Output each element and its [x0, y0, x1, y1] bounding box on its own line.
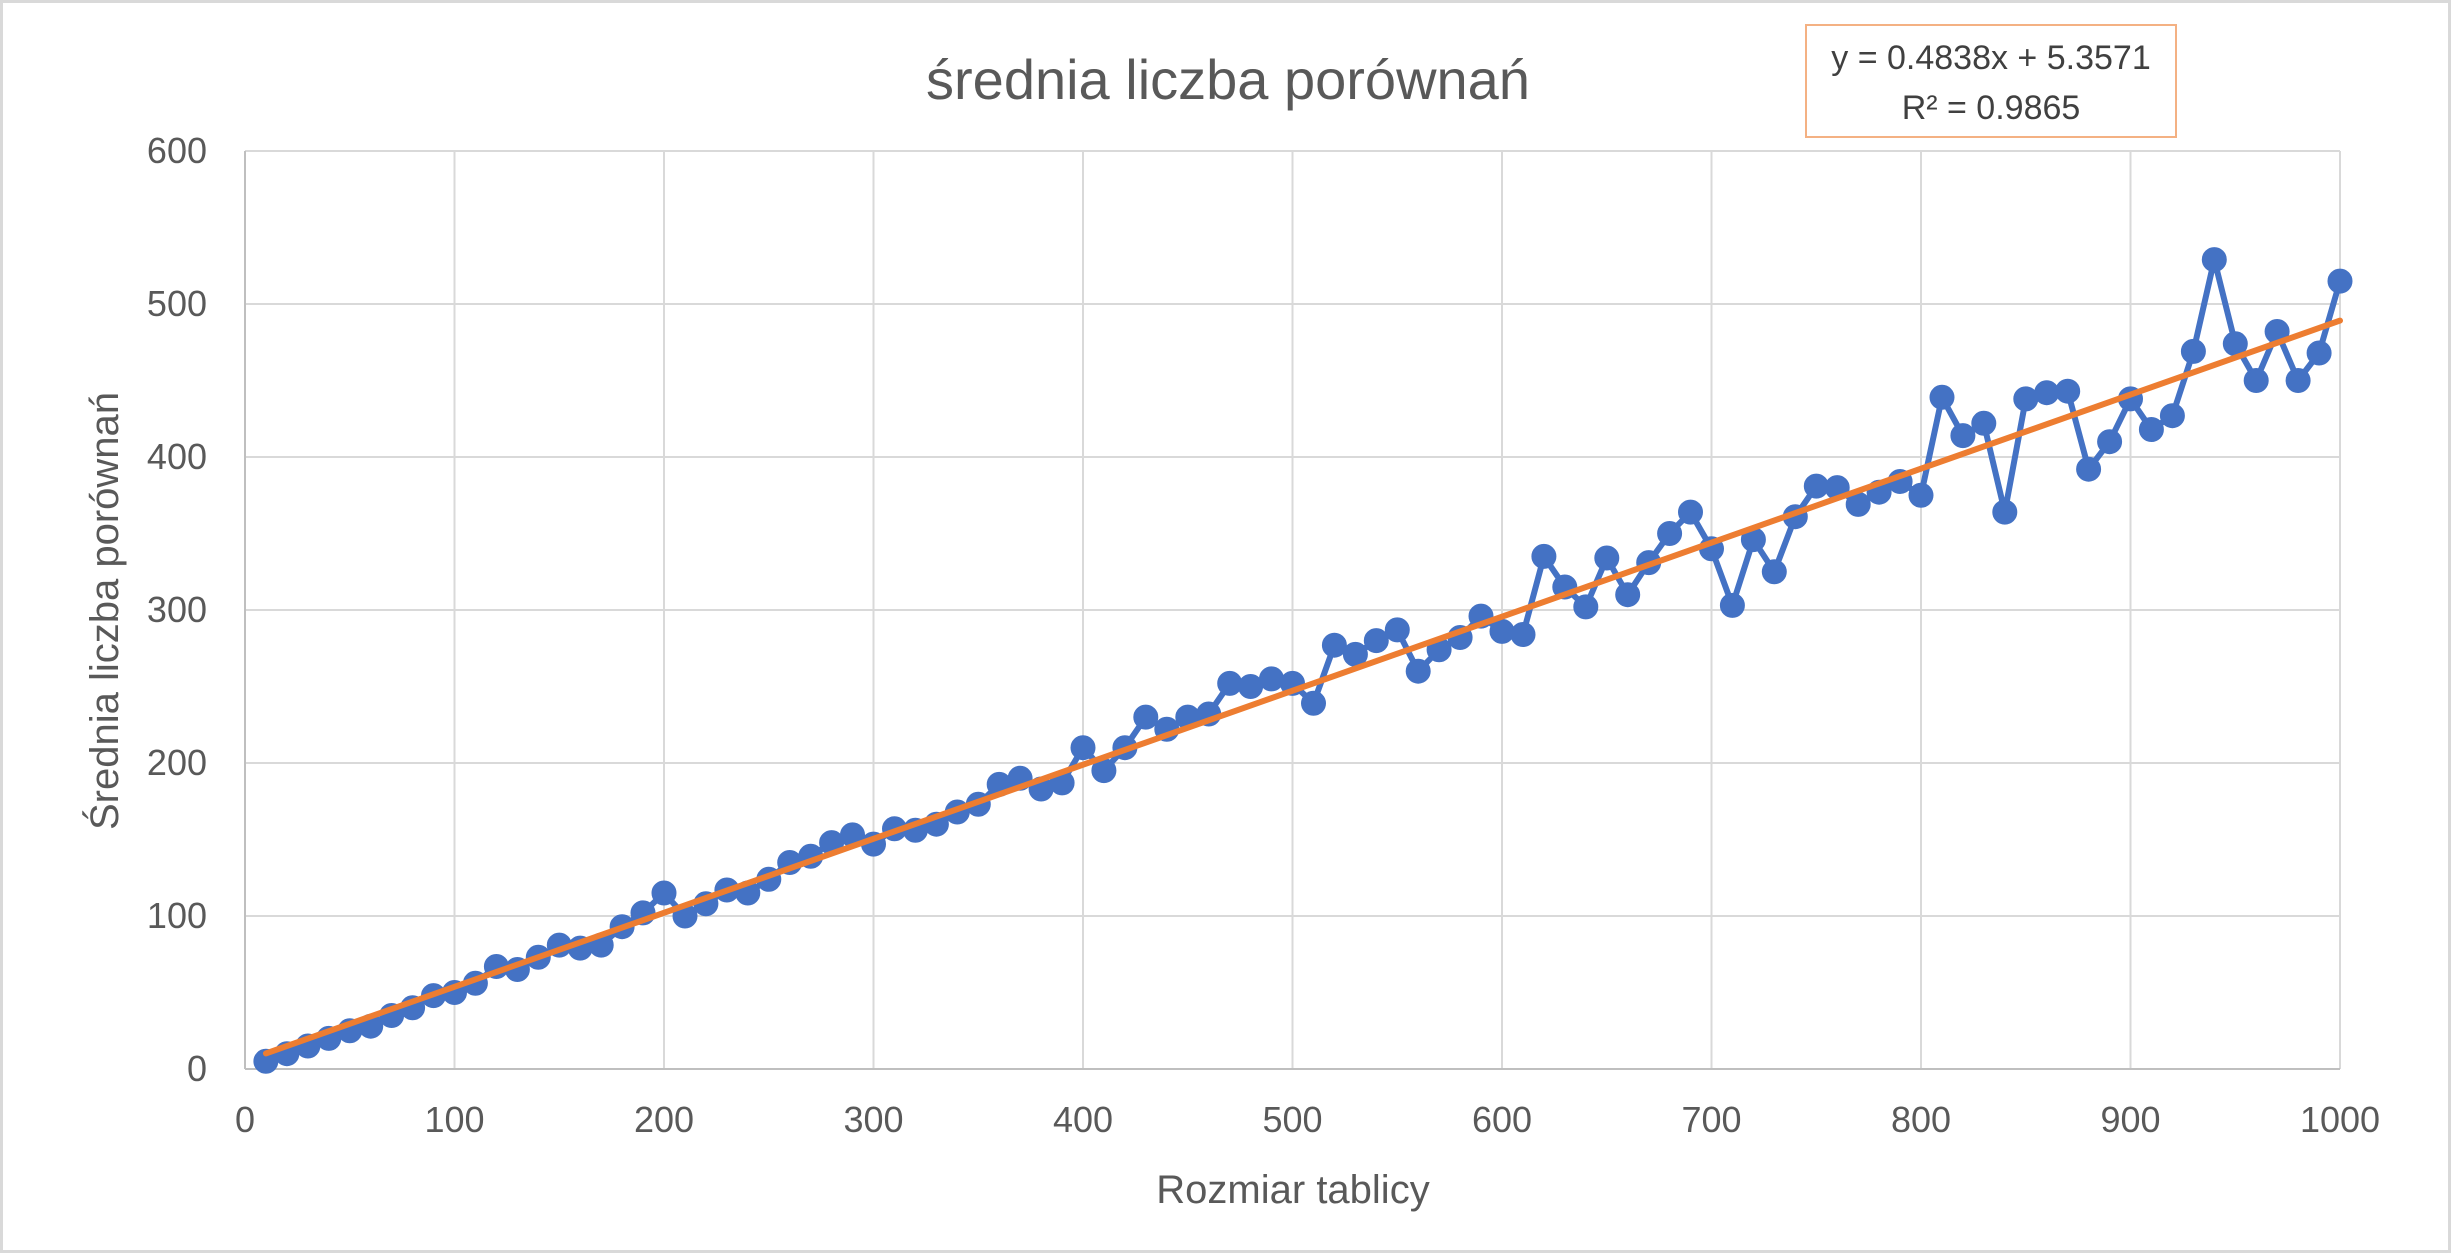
- grid: [245, 150, 2341, 1069]
- x-tick-label: 100: [424, 1099, 484, 1140]
- data-point: [1070, 735, 1096, 761]
- data-point: [1761, 559, 1787, 585]
- data-point: [1971, 410, 1997, 436]
- data-point: [2138, 417, 2164, 442]
- data-point: [2159, 403, 2185, 429]
- data-point: [1217, 670, 1243, 696]
- x-tick-label: 800: [1891, 1099, 1951, 1140]
- data-point: [1384, 617, 1410, 643]
- data-point: [2306, 340, 2332, 366]
- y-axis-title: Średnia liczba porównań: [81, 392, 127, 830]
- data-point: [1950, 423, 1976, 449]
- data-point: [1719, 592, 1745, 618]
- trendline-layer: [262, 317, 2343, 1057]
- equation-box-border: [1805, 24, 2177, 138]
- data-point: [2013, 386, 2039, 412]
- data-point: [1363, 628, 1389, 654]
- data-point: [1301, 690, 1326, 716]
- data-point: [1238, 674, 1264, 699]
- series-layer: [253, 247, 2353, 1074]
- data-point: [1908, 482, 1934, 508]
- data-point: [2034, 380, 2060, 406]
- x-tick-label: 600: [1472, 1099, 1532, 1140]
- data-point: [1678, 499, 1703, 525]
- chart-title: średnia liczba porównań: [926, 48, 1530, 111]
- trendline-equation: y = 0.4838x + 5.3571: [1831, 39, 2150, 77]
- x-tick-label: 0: [235, 1099, 255, 1140]
- data-point: [2097, 429, 2123, 455]
- trendline-equation-box: y = 0.4838x + 5.3571 R² = 0.9865: [1805, 24, 2177, 138]
- x-axis-title: Rozmiar tablicy: [1156, 1168, 1429, 1212]
- x-tick-label: 200: [634, 1099, 694, 1140]
- y-tick-label: 100: [147, 895, 207, 936]
- data-point: [1489, 618, 1515, 644]
- data-point: [1594, 545, 1620, 571]
- data-point: [2076, 456, 2102, 482]
- data-point: [1803, 473, 1829, 499]
- y-tick-label: 400: [147, 436, 207, 477]
- series-line: [264, 256, 2343, 1065]
- data-point: [2327, 268, 2353, 294]
- axes: 0 100 200 300 400 500 600 0 100 200 300 400 500 600 70…: [147, 130, 2380, 1140]
- x-tick-label: 300: [843, 1099, 903, 1140]
- y-tick-label: 500: [147, 283, 207, 324]
- y-tick-label: 600: [147, 130, 207, 171]
- data-point: [1615, 582, 1641, 608]
- data-point: [2285, 368, 2311, 393]
- x-tick-label: 400: [1053, 1099, 1113, 1140]
- data-point: [651, 880, 677, 906]
- chart-svg: 0 100 200 300 400 500 600 0 100 200 300 400 500 600 70…: [81, 24, 2380, 1212]
- y-tick-label: 0: [187, 1048, 207, 1089]
- x-tick-label: 700: [1681, 1099, 1741, 1140]
- data-point: [1510, 622, 1536, 647]
- x-tick-label: 500: [1262, 1099, 1322, 1140]
- data-point: [2201, 247, 2227, 273]
- data-point: [1657, 521, 1683, 546]
- data-point: [1929, 384, 1955, 410]
- data-point: [1531, 543, 1557, 569]
- y-tick-label: 200: [147, 742, 207, 783]
- trendline-r-squared: R² = 0.9865: [1902, 89, 2081, 127]
- data-point: [1133, 704, 1159, 730]
- data-point: [1992, 499, 2018, 525]
- data-point: [1259, 666, 1284, 692]
- data-point: [1405, 658, 1431, 684]
- data-point: [2243, 368, 2269, 393]
- data-point: [2180, 338, 2206, 364]
- x-tick-label: 1000: [2300, 1099, 2380, 1140]
- data-point: [2055, 378, 2081, 404]
- y-tick-label: 300: [147, 589, 207, 630]
- data-point: [1573, 594, 1599, 620]
- trendline: [262, 317, 2343, 1057]
- data-point: [1321, 632, 1347, 658]
- x-tick-label: 900: [2100, 1099, 2160, 1140]
